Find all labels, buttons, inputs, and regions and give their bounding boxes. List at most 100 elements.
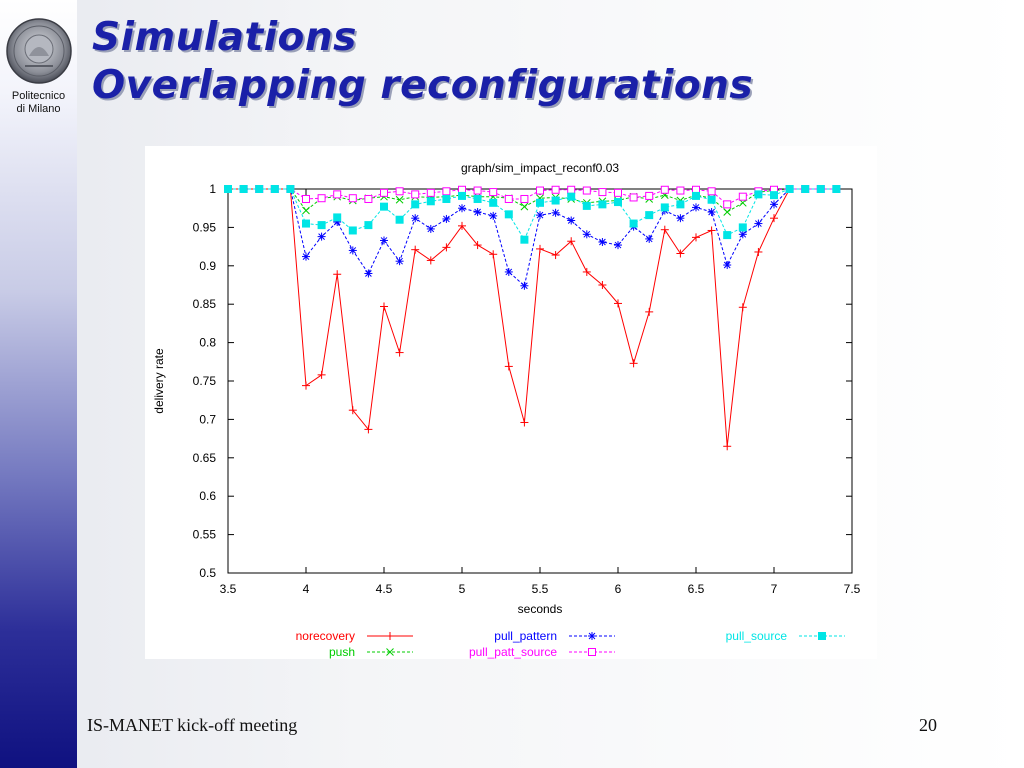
data-point [629, 219, 638, 228]
data-point [692, 203, 700, 212]
data-point-d2 [489, 212, 497, 220]
data-point-sq [395, 187, 404, 196]
data-point [411, 245, 420, 254]
data-point-sq [426, 188, 435, 197]
data-point-sq [723, 231, 732, 240]
data-point-sq [489, 188, 498, 197]
data-point [348, 194, 357, 203]
data-point [536, 198, 544, 207]
data-point [723, 200, 732, 209]
data-point [738, 303, 747, 312]
x-tick-label: 4.5 [376, 582, 393, 596]
data-point [660, 203, 669, 212]
data-point [770, 191, 778, 200]
data-point-sq [754, 190, 763, 199]
delivery-rate-chart: graph/sim_impact_reconf0.03 3.5 4 4.5 5 5.5 6 6… [152, 161, 861, 659]
data-point-sq [364, 221, 373, 230]
data-point-sq [614, 188, 622, 197]
x-tick-label: 5.5 [532, 582, 549, 596]
slide-title-line1: Simulations [92, 15, 357, 60]
data-point-d2 [567, 217, 575, 224]
series-line [228, 188, 837, 241]
data-point [520, 202, 529, 211]
data-point [520, 235, 529, 244]
legend-swatch-marker [386, 648, 394, 656]
data-point [364, 194, 373, 203]
data-point [348, 246, 357, 255]
series-line [228, 188, 837, 287]
data-point-sq [411, 190, 420, 199]
series-pull-pattern [224, 185, 841, 290]
data-point [551, 185, 560, 194]
data-point [364, 269, 373, 278]
y-axis-label: delivery rate [152, 348, 166, 414]
data-point-d2 [302, 253, 310, 260]
data-point [692, 233, 700, 242]
x-tick-label: 3.5 [220, 582, 237, 596]
data-point-sq [567, 185, 576, 194]
legend-entry-norecovery: norecovery [296, 629, 413, 643]
data-point-sq [317, 194, 326, 203]
series-line [228, 188, 837, 447]
legend-label: pull_pattern [494, 629, 557, 643]
data-point [317, 370, 326, 379]
series-line [228, 188, 837, 205]
data-point-sq [239, 185, 248, 193]
data-point-sq [317, 221, 326, 230]
y-tick-label: 0.9 [199, 259, 216, 273]
data-point [520, 418, 529, 427]
seal-icon [6, 18, 72, 84]
data-point [317, 232, 326, 241]
data-point-sq [660, 203, 669, 212]
data-point [738, 192, 747, 201]
data-point-sq [614, 198, 622, 207]
data-point-d2 [645, 235, 653, 243]
data-point-d2 [458, 204, 466, 212]
legend-entry-pull-patt-source: pull_patt_source [469, 645, 615, 659]
data-point [255, 185, 264, 193]
data-point-sq [333, 213, 342, 222]
data-point-sq [801, 185, 810, 193]
y-tick-label: 0.7 [199, 412, 216, 426]
data-point [645, 307, 654, 316]
data-point [520, 281, 529, 290]
data-point-sq [551, 185, 560, 194]
data-point-sq [676, 186, 685, 195]
data-point-sq [520, 194, 529, 203]
data-point [598, 188, 607, 197]
data-point-sq [645, 211, 654, 220]
x-tick-label: 6 [615, 582, 622, 596]
data-point [707, 195, 716, 204]
data-point-d2 [427, 225, 435, 233]
data-point-sq [442, 194, 451, 203]
data-point-d2 [411, 214, 419, 222]
data-point-sq [442, 187, 451, 196]
legend-swatch-marker-d2 [588, 632, 596, 640]
data-point-sq [629, 193, 638, 202]
data-point-d2 [739, 230, 747, 238]
legend-entry-push: push [329, 645, 413, 659]
data-point-sq [395, 215, 404, 224]
data-point [645, 234, 654, 243]
data-point-sq [255, 185, 264, 193]
data-point [614, 241, 622, 250]
university-seal-logo [5, 16, 73, 86]
data-point-d2 [552, 209, 559, 217]
data-point [754, 219, 763, 228]
data-point [676, 186, 685, 195]
data-point-d2 [302, 206, 310, 215]
data-point-d2 [614, 241, 622, 249]
data-point-sq [473, 186, 482, 195]
data-point-sq [738, 192, 747, 201]
data-point-d2 [395, 195, 404, 204]
data-point [738, 230, 747, 239]
chart-title: graph/sim_impact_reconf0.03 [461, 161, 619, 175]
data-point [504, 362, 513, 371]
legend-swatch-marker-d2 [386, 648, 394, 656]
data-point [582, 186, 591, 195]
data-point [333, 270, 342, 279]
data-point [364, 425, 373, 434]
data-point-sq [816, 185, 825, 193]
logo-caption: Politecnico di Milano [0, 90, 77, 116]
data-point [785, 185, 794, 193]
